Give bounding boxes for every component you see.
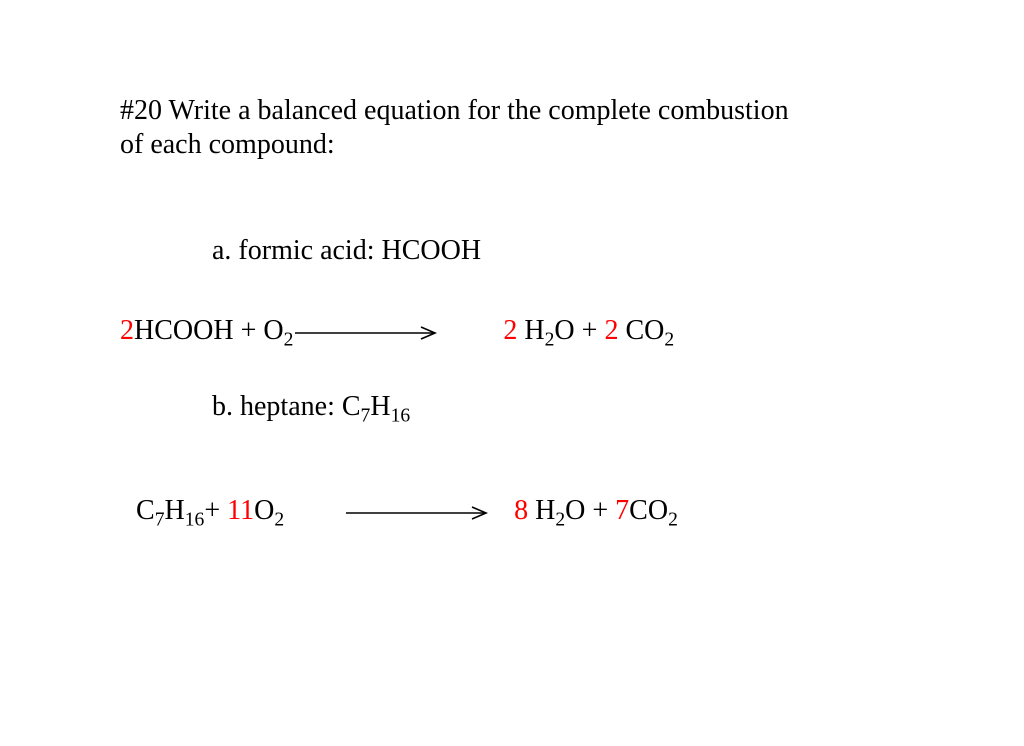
a-arrow-wrap bbox=[293, 315, 443, 346]
b-cmp-b2: H bbox=[370, 391, 390, 422]
b-p1-b: O bbox=[565, 495, 585, 526]
a-product2: CO2 bbox=[618, 315, 674, 346]
b-r1-s1: 7 bbox=[155, 510, 165, 531]
coef-b-product1: 8 bbox=[514, 495, 528, 526]
b-cmp-b1: C bbox=[342, 391, 361, 422]
a-product1: H2O bbox=[517, 315, 574, 346]
a-p2-sub: 2 bbox=[664, 330, 674, 351]
b-r2-base: O bbox=[254, 495, 274, 526]
part-a-prefix: a. formic acid: bbox=[212, 235, 381, 266]
b-reactant1: C7H16 bbox=[136, 495, 204, 526]
a-reactant2: O2 bbox=[263, 315, 293, 346]
part-b-label: b. heptane: C7H16 bbox=[212, 390, 410, 424]
b-plus2: + bbox=[585, 495, 615, 526]
b-product1: H2O bbox=[528, 495, 585, 526]
document-page: #20 Write a balanced equation for the co… bbox=[0, 0, 1024, 746]
reaction-arrow-icon bbox=[344, 503, 494, 523]
coef-a-product1: 2 bbox=[503, 315, 517, 346]
b-p1-a: H bbox=[528, 495, 555, 526]
reaction-arrow-icon bbox=[293, 323, 443, 343]
part-a-equation: 2HCOOH + O22 H2O + 2 CO2 bbox=[120, 314, 674, 348]
b-product2: CO2 bbox=[629, 495, 678, 526]
question-line-1: #20 Write a balanced equation for the co… bbox=[120, 94, 789, 128]
part-b-prefix: b. heptane: bbox=[212, 391, 342, 422]
b-arrow-wrap bbox=[344, 495, 494, 526]
part-a-label: a. formic acid: HCOOH bbox=[212, 234, 481, 268]
b-cmp-s2: 16 bbox=[391, 406, 411, 427]
b-r2-sub: 2 bbox=[274, 510, 284, 531]
a-p2-a: CO bbox=[618, 315, 664, 346]
part-b-equation: C7H16+ 11O28 H2O + 7CO2 bbox=[136, 494, 678, 528]
b-p2-a: CO bbox=[629, 495, 668, 526]
b-r1-s2: 16 bbox=[185, 510, 205, 531]
a-r2-base: O bbox=[263, 315, 283, 346]
a-p1-b: O bbox=[554, 315, 574, 346]
b-p2-sub: 2 bbox=[668, 510, 678, 531]
b-plus1: + bbox=[204, 495, 227, 526]
coef-a-product2: 2 bbox=[604, 315, 618, 346]
coef-b-reactant2: 11 bbox=[227, 495, 254, 526]
part-b-compound: C7H16 bbox=[342, 391, 410, 422]
question-line-2: of each compound: bbox=[120, 128, 335, 162]
part-a-compound: HCOOH bbox=[381, 235, 481, 266]
a-plus1: + bbox=[234, 315, 264, 346]
b-reactant2: O2 bbox=[254, 495, 284, 526]
b-cmp-s1: 7 bbox=[361, 406, 371, 427]
b-r1-b1: C bbox=[136, 495, 155, 526]
a-p1-a: H bbox=[517, 315, 544, 346]
b-p1-sub: 2 bbox=[555, 510, 565, 531]
b-r1-b2: H bbox=[164, 495, 184, 526]
a-reactant1: HCOOH bbox=[134, 315, 234, 346]
a-r2-sub: 2 bbox=[284, 330, 294, 351]
coef-a-reactant1: 2 bbox=[120, 315, 134, 346]
a-p1-sub: 2 bbox=[545, 330, 555, 351]
a-plus2: + bbox=[575, 315, 605, 346]
coef-b-product2: 7 bbox=[615, 495, 629, 526]
